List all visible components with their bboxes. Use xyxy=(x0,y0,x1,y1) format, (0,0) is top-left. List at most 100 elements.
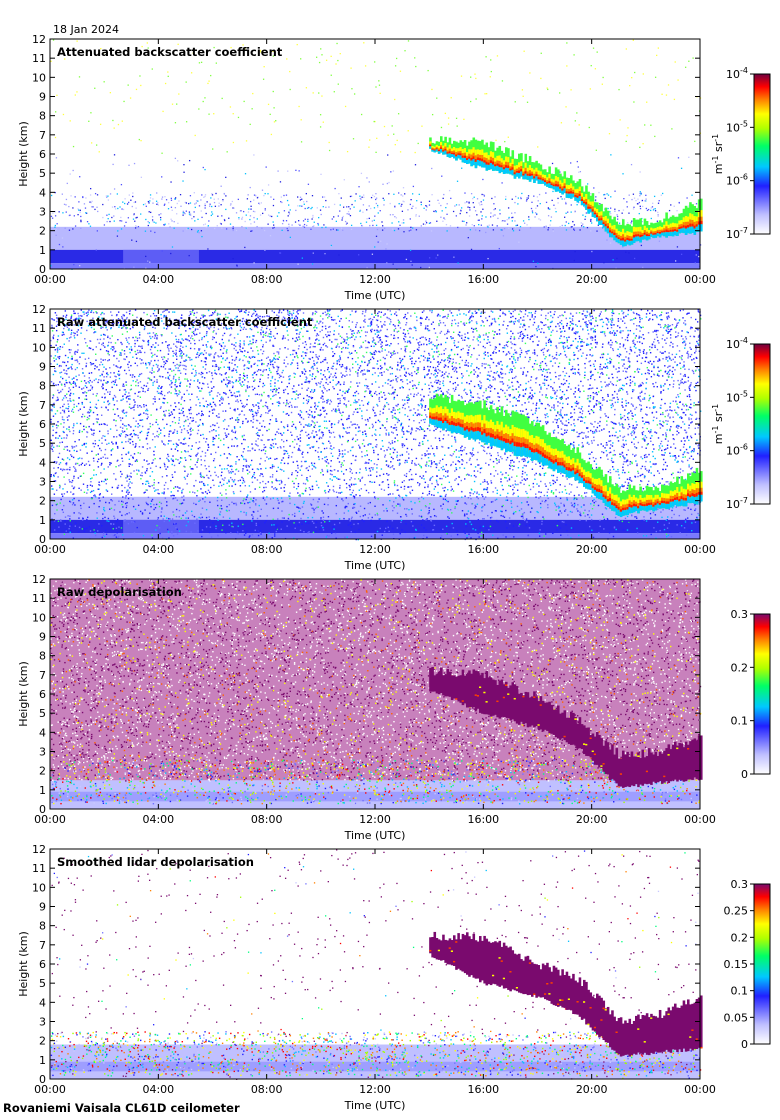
y-axis-label: Height (km) xyxy=(17,391,30,457)
colorbar: 10-7 10-6 10-5 10-4 m-1 sr-1 xyxy=(711,336,770,511)
y-tick-label: 0 xyxy=(39,1073,46,1086)
y-tick-label: 1 xyxy=(39,244,46,257)
x-axis-label: Time (UTC) xyxy=(344,559,406,572)
heatmap-smoothed-depolarisation xyxy=(50,849,703,1080)
y-tick-label: 11 xyxy=(32,322,46,335)
y-tick-label: 8 xyxy=(39,650,46,663)
colorbar: 00.050.10.150.20.250.3 xyxy=(724,878,771,1051)
colorbar-tick-label: 0.2 xyxy=(731,931,749,944)
x-tick-label: 16:00 xyxy=(467,543,499,556)
y-tick-label: 8 xyxy=(39,110,46,123)
colorbar-tick-label: 0 xyxy=(741,768,748,781)
heatmap-raw-depolarisation xyxy=(50,579,703,809)
x-tick-label: 04:00 xyxy=(142,273,174,286)
y-tick-label: 9 xyxy=(39,361,46,374)
y-axis-label: Height (km) xyxy=(17,121,30,187)
y-tick-label: 1 xyxy=(39,1054,46,1067)
x-tick-label: 12:00 xyxy=(359,813,391,826)
panel-raw-attenuated-backscatter: Raw attenuated backscatter coefficient 0… xyxy=(17,303,770,572)
x-tick-label: 12:00 xyxy=(359,1083,391,1096)
x-tick-label: 16:00 xyxy=(467,273,499,286)
x-tick-label: 20:00 xyxy=(576,813,608,826)
y-tick-label: 6 xyxy=(39,688,46,701)
x-axis-label: Time (UTC) xyxy=(344,289,406,302)
y-tick-label: 2 xyxy=(39,225,46,238)
instrument-label: Rovaniemi Vaisala CL61D ceilometer xyxy=(3,1101,240,1115)
y-tick-label: 3 xyxy=(39,746,46,759)
colorbar-unit-label: m-1 sr-1 xyxy=(711,404,725,444)
y-tick-label: 8 xyxy=(39,920,46,933)
colorbar-tick-label: 10-7 xyxy=(726,226,748,241)
y-tick-label: 0 xyxy=(39,803,46,816)
x-tick-label: 08:00 xyxy=(251,1083,283,1096)
y-tick-label: 12 xyxy=(32,843,46,856)
colorbar-tick-label: 10-6 xyxy=(726,443,748,458)
panel-title: Smoothed lidar depolarisation xyxy=(57,855,254,869)
heatmap-attenuated-backscatter xyxy=(50,39,703,270)
y-tick-label: 7 xyxy=(39,129,46,142)
y-tick-label: 9 xyxy=(39,91,46,104)
x-tick-label: 04:00 xyxy=(142,813,174,826)
x-tick-label: 00:00 xyxy=(684,543,716,556)
y-tick-label: 5 xyxy=(39,167,46,180)
y-tick-label: 4 xyxy=(39,456,46,469)
colorbar-tick-label: 0.1 xyxy=(731,985,749,998)
y-axis-label: Height (km) xyxy=(17,661,30,727)
x-axis-label: Time (UTC) xyxy=(344,1099,406,1112)
colorbar-unit-label: m-1 sr-1 xyxy=(711,134,725,174)
x-tick-label: 00:00 xyxy=(684,813,716,826)
y-tick-label: 5 xyxy=(39,707,46,720)
colorbar-tick-label: 0.1 xyxy=(731,715,749,728)
colorbar-tick-label: 0.25 xyxy=(724,905,749,918)
y-tick-label: 10 xyxy=(32,611,46,624)
y-tick-label: 6 xyxy=(39,148,46,161)
y-tick-label: 12 xyxy=(32,33,46,46)
colorbar-tick-label: 10-6 xyxy=(726,173,748,188)
y-tick-label: 12 xyxy=(32,303,46,316)
colorbar-tick-label: 10-7 xyxy=(726,496,748,511)
colorbar-tick-label: 10-4 xyxy=(726,66,748,81)
panel-title: Raw depolarisation xyxy=(57,585,182,599)
heatmap-raw-attenuated-backscatter xyxy=(50,309,703,540)
y-tick-label: 0 xyxy=(39,263,46,276)
x-axis-label: Time (UTC) xyxy=(344,829,406,842)
panel-smoothed-depolarisation: Smoothed lidar depolarisation 00:00 04:00… xyxy=(17,843,770,1112)
colorbar-tick-label: 0.3 xyxy=(731,608,749,621)
y-tick-label: 3 xyxy=(39,476,46,489)
x-tick-label: 04:00 xyxy=(142,1083,174,1096)
x-tick-label: 16:00 xyxy=(467,813,499,826)
colorbar-tick-label: 10-5 xyxy=(726,389,748,404)
y-tick-label: 7 xyxy=(39,669,46,682)
y-tick-label: 4 xyxy=(39,996,46,1009)
colorbar-gradient xyxy=(754,884,770,1044)
y-tick-label: 1 xyxy=(39,514,46,527)
colorbar-tick-label: 10-5 xyxy=(726,119,748,134)
x-tick-label: 00:00 xyxy=(684,1083,716,1096)
colorbar-tick-label: 0.15 xyxy=(724,958,749,971)
y-tick-label: 2 xyxy=(39,765,46,778)
x-tick-label: 08:00 xyxy=(251,813,283,826)
colorbar-tick-label: 0.2 xyxy=(731,661,749,674)
y-tick-label: 9 xyxy=(39,631,46,644)
x-tick-label: 16:00 xyxy=(467,1083,499,1096)
y-tick-label: 11 xyxy=(32,52,46,65)
panel-raw-depolarisation: Raw depolarisation 00:00 04:00 08:00 12:00 1… xyxy=(17,573,770,842)
y-tick-label: 0 xyxy=(39,533,46,546)
colorbar-tick-label: 0.3 xyxy=(731,878,749,891)
x-tick-label: 20:00 xyxy=(576,273,608,286)
colorbar: 10-7 10-6 10-5 10-4 m-1 sr-1 xyxy=(711,66,770,241)
y-tick-label: 5 xyxy=(39,977,46,990)
y-tick-label: 12 xyxy=(32,573,46,586)
y-tick-label: 3 xyxy=(39,206,46,219)
colorbar: 0 0.1 0.2 0.3 xyxy=(731,608,771,781)
y-tick-label: 4 xyxy=(39,186,46,199)
y-tick-label: 7 xyxy=(39,939,46,952)
y-axis-label: Height (km) xyxy=(17,931,30,997)
y-tick-label: 3 xyxy=(39,1016,46,1029)
x-tick-label: 04:00 xyxy=(142,543,174,556)
panel-title: Raw attenuated backscatter coefficient xyxy=(57,315,313,329)
colorbar-tick-label: 10-4 xyxy=(726,336,748,351)
date-label: 18 Jan 2024 xyxy=(53,23,119,36)
x-tick-label: 20:00 xyxy=(576,1083,608,1096)
